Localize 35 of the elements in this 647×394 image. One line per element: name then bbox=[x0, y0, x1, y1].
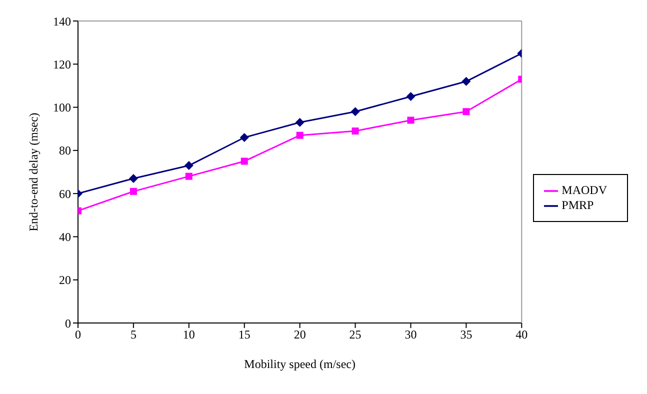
y-tick-label: 0 bbox=[65, 316, 71, 330]
y-tick-label: 40 bbox=[59, 230, 71, 244]
y-tick-label: 60 bbox=[59, 186, 71, 201]
point bbox=[296, 132, 304, 139]
y-tick-label: 140 bbox=[53, 14, 71, 28]
point bbox=[406, 92, 416, 101]
x-tick-label: 40 bbox=[516, 328, 528, 342]
x-tick-label: 10 bbox=[182, 328, 195, 342]
x-tick-label: 15 bbox=[238, 328, 250, 342]
y-tick-label: 80 bbox=[59, 144, 71, 158]
point bbox=[128, 174, 138, 183]
point bbox=[184, 161, 194, 170]
point bbox=[295, 118, 304, 127]
point bbox=[130, 188, 137, 195]
y-tick-label: 120 bbox=[53, 57, 71, 72]
point bbox=[185, 172, 192, 180]
point bbox=[462, 76, 471, 86]
x-tick-label: 5 bbox=[130, 328, 136, 342]
point bbox=[462, 108, 470, 116]
y-tick-label: 20 bbox=[59, 273, 71, 288]
point bbox=[407, 116, 414, 124]
x-tick-label: 35 bbox=[460, 328, 472, 342]
y-tick-label: 100 bbox=[53, 100, 71, 115]
legend-label: MAODV bbox=[562, 182, 607, 197]
point bbox=[240, 132, 249, 142]
point bbox=[350, 107, 360, 116]
y-axis-title: End-to-end delay (msec) bbox=[26, 112, 40, 232]
x-axis-title: Mobility speed (m/sec) bbox=[244, 357, 356, 371]
point bbox=[240, 158, 248, 165]
x-tick-label: 20 bbox=[294, 328, 306, 342]
x-tick-label: 30 bbox=[404, 328, 417, 342]
point bbox=[352, 128, 359, 135]
x-tick-label: 25 bbox=[349, 328, 362, 342]
x-tick-label: 0 bbox=[75, 328, 81, 342]
legend-label: PMRP bbox=[562, 198, 594, 212]
